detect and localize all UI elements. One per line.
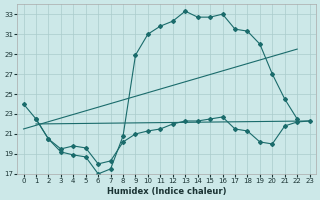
X-axis label: Humidex (Indice chaleur): Humidex (Indice chaleur) xyxy=(107,187,226,196)
